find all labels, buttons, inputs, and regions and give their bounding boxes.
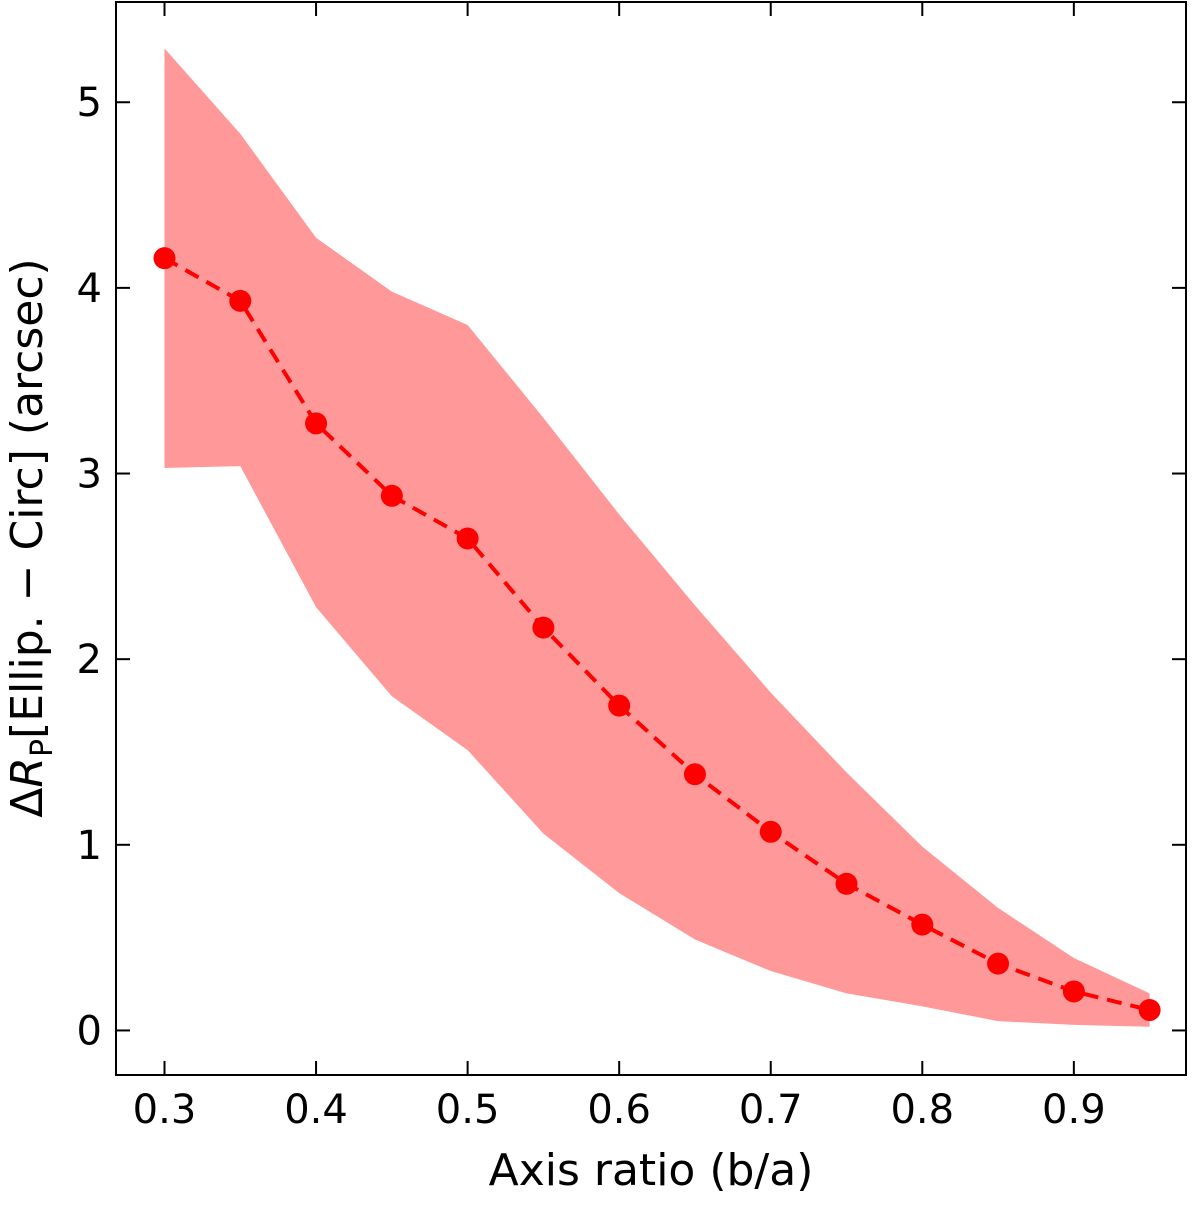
x-tick-label: 0.6	[587, 1087, 651, 1133]
x-tick-label: 0.4	[284, 1087, 348, 1133]
band	[164, 48, 1150, 1027]
y-tick-label: 3	[77, 452, 102, 498]
marker	[1062, 980, 1085, 1003]
y-tick-label: 1	[77, 823, 102, 869]
x-tick-label: 0.8	[890, 1087, 954, 1133]
y-label-rest: [Ellip. − Circ] (arcsec)	[2, 258, 53, 739]
marker	[911, 913, 934, 936]
y-label-delta: Δ	[2, 788, 53, 818]
marker	[1138, 999, 1161, 1022]
marker	[153, 247, 176, 270]
y-tick-label: 5	[77, 80, 102, 126]
marker	[683, 763, 706, 786]
marker	[456, 527, 479, 550]
x-tick-label: 0.9	[1042, 1087, 1106, 1133]
x-tick-label: 0.7	[739, 1087, 803, 1133]
x-tick-label: 0.5	[436, 1087, 500, 1133]
marker	[759, 820, 782, 843]
x-tick-label: 0.3	[133, 1087, 197, 1133]
y-label-sub: P	[25, 739, 60, 757]
line	[163, 256, 1151, 1012]
y-axis-label: ΔRP[Ellip. − Circ] (arcsec)	[2, 258, 60, 817]
marker	[229, 289, 252, 312]
plot-frame	[115, 1, 1187, 1076]
marker	[608, 694, 631, 717]
marker	[532, 616, 555, 639]
y-tick-label: 4	[77, 266, 102, 312]
marker	[835, 872, 858, 895]
y-tick-label: 2	[77, 637, 102, 683]
y-tick-label: 0	[77, 1008, 102, 1054]
marker	[305, 412, 328, 435]
marker	[987, 952, 1010, 975]
y-label-r: R	[2, 757, 53, 788]
x-axis-label: Axis ratio (b/a)	[489, 1145, 814, 1196]
marker	[380, 484, 403, 507]
